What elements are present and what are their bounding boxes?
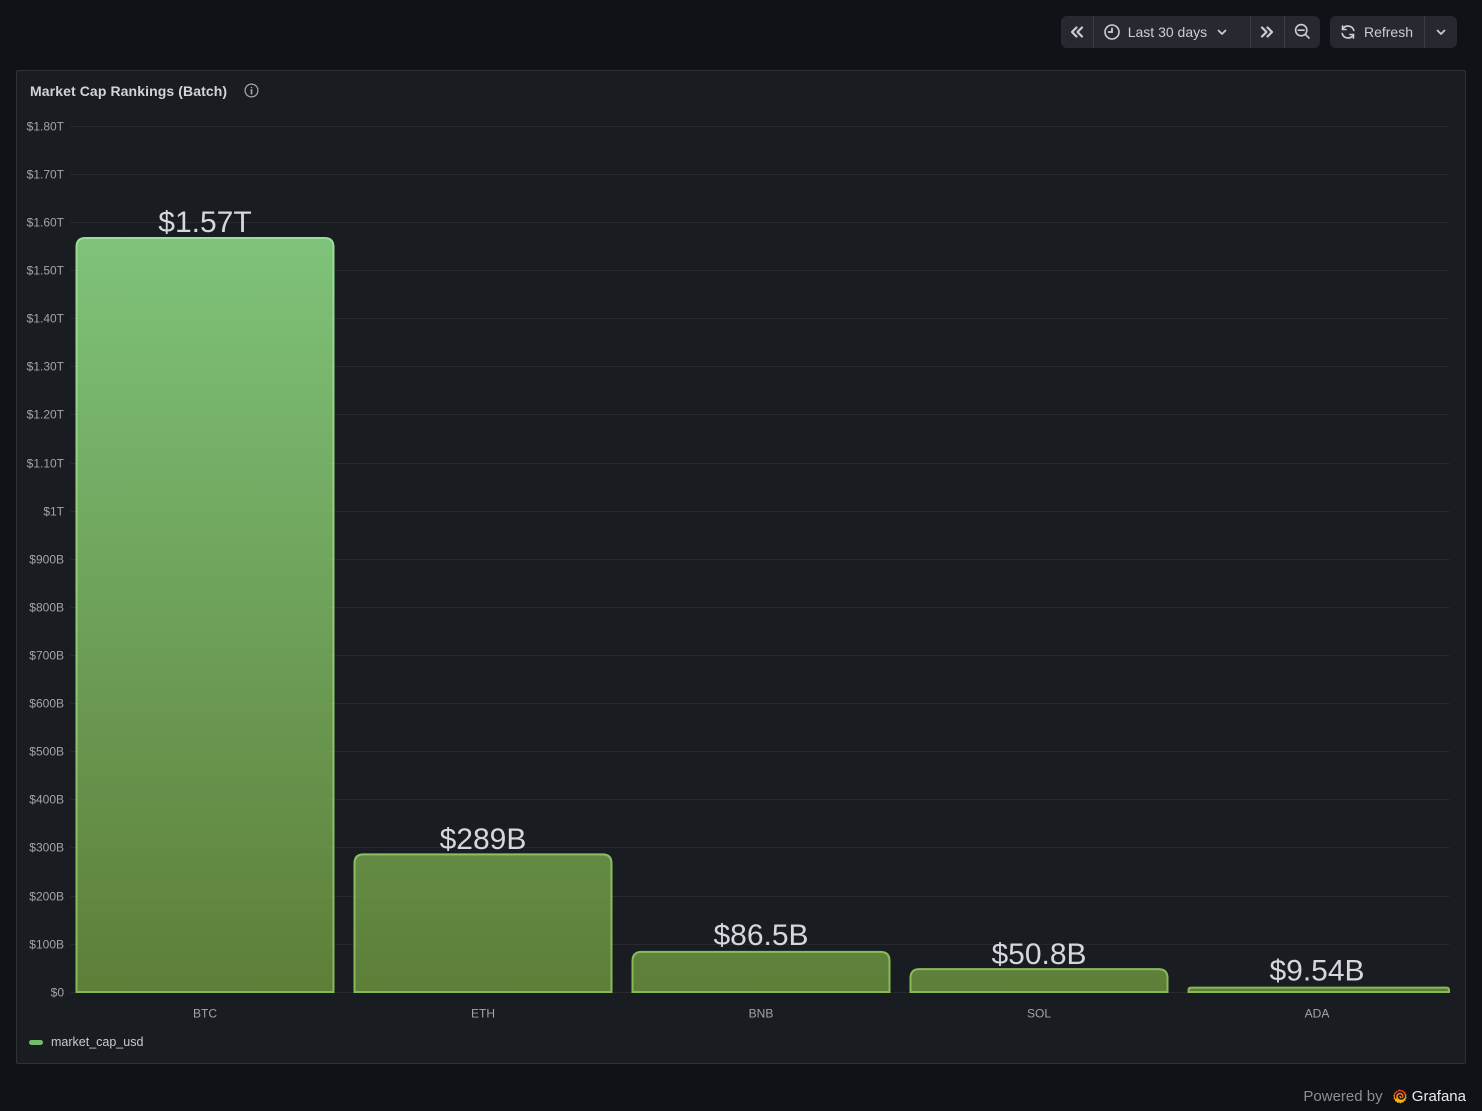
svg-text:$0: $0 (51, 986, 65, 1000)
svg-text:ADA: ADA (1305, 1007, 1330, 1021)
svg-text:ETH: ETH (471, 1007, 495, 1021)
svg-text:$1.57T: $1.57T (158, 206, 251, 239)
svg-text:$50.8B: $50.8B (991, 938, 1086, 971)
svg-text:$1.50T: $1.50T (27, 264, 65, 278)
svg-text:$200B: $200B (29, 890, 64, 904)
svg-text:$1T: $1T (43, 505, 64, 519)
svg-text:$700B: $700B (29, 649, 64, 663)
svg-text:$1.70T: $1.70T (27, 168, 65, 182)
svg-text:BTC: BTC (193, 1007, 217, 1021)
svg-text:$900B: $900B (29, 553, 64, 567)
svg-text:$500B: $500B (29, 745, 64, 759)
svg-text:$1.20T: $1.20T (27, 408, 65, 422)
svg-text:$400B: $400B (29, 793, 64, 807)
svg-text:$600B: $600B (29, 697, 64, 711)
svg-text:$300B: $300B (29, 841, 64, 855)
svg-text:$1.10T: $1.10T (27, 457, 65, 471)
svg-text:$9.54B: $9.54B (1269, 955, 1364, 988)
svg-text:$86.5B: $86.5B (713, 919, 808, 952)
svg-text:$1.60T: $1.60T (27, 216, 65, 230)
svg-text:$1.30T: $1.30T (27, 360, 65, 374)
svg-text:$1.40T: $1.40T (27, 312, 65, 326)
svg-text:BNB: BNB (749, 1007, 774, 1021)
svg-text:$100B: $100B (29, 938, 64, 952)
svg-text:$1.80T: $1.80T (27, 120, 65, 134)
svg-text:$289B: $289B (440, 823, 527, 856)
svg-text:$800B: $800B (29, 601, 64, 615)
svg-text:SOL: SOL (1027, 1007, 1051, 1021)
